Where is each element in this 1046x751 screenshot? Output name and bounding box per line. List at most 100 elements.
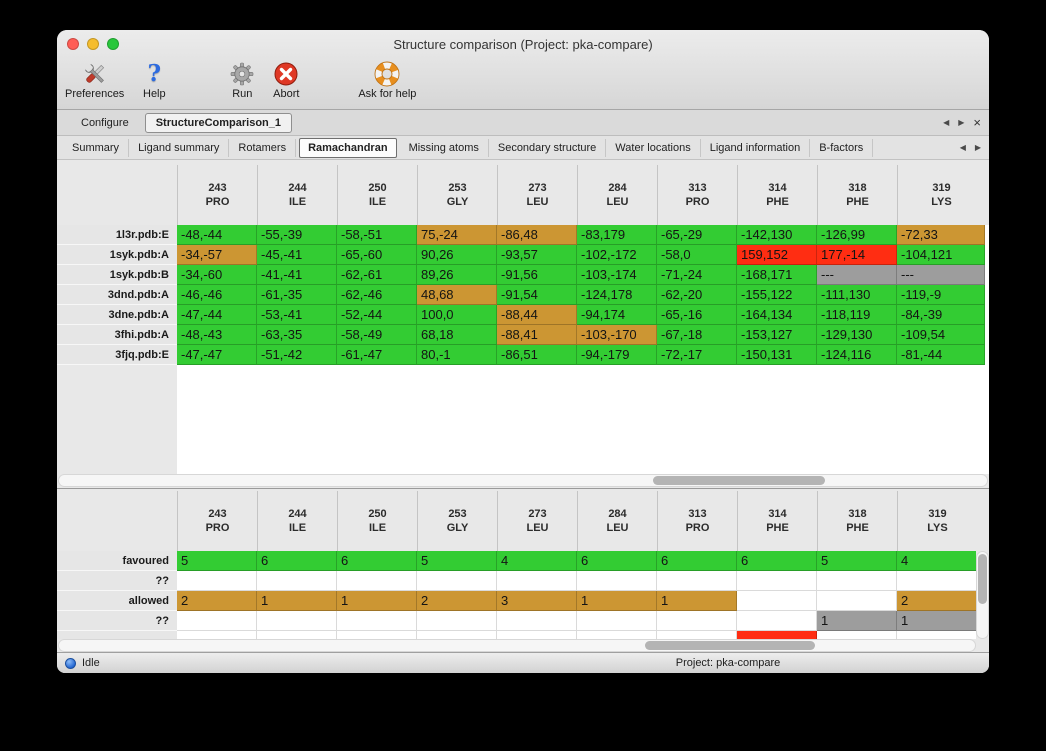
value-cell: -61,-47	[337, 345, 417, 365]
row-label: 3fjq.pdb:E	[57, 345, 177, 365]
abort-x-icon	[273, 61, 299, 87]
residue-number: 284	[608, 508, 627, 520]
row-label: ??	[57, 611, 177, 631]
close-window-button[interactable]	[67, 38, 79, 50]
ramachandran-detail-table: 243 PRO 244 ILE 250 ILE 253 GLY 273 LEU 284 LEU 313 P…	[57, 165, 989, 365]
subtab-water-locations[interactable]: Water locations	[606, 138, 701, 157]
value-cell: -93,57	[497, 245, 577, 265]
subtab-ramachandran[interactable]: Ramachandran	[299, 137, 397, 158]
subtab-scroll-left-icon[interactable]: ◀	[959, 142, 966, 152]
value-cell: -94,-179	[577, 345, 657, 365]
table-row	[57, 631, 976, 639]
value-cell: -111,130	[817, 285, 897, 305]
scrollbar-thumb[interactable]	[652, 476, 825, 485]
value-cell	[177, 571, 257, 591]
detail-horizontal-scrollbar[interactable]	[58, 474, 988, 487]
value-cell: -126,99	[817, 225, 897, 245]
value-cell: -86,51	[497, 345, 577, 365]
column-header-284: 284 LEU	[577, 491, 657, 551]
residue-name: ILE	[288, 196, 307, 208]
table-row: 3fhi.pdb:A -48,-43 -63,-35 -58,-49 68,18 -88,…	[57, 325, 989, 345]
tab-configure[interactable]: Configure	[81, 116, 129, 129]
preferences-button[interactable]: Preferences	[65, 61, 124, 100]
value-cell: -129,130	[817, 325, 897, 345]
value-cell: -119,-9	[897, 285, 985, 305]
subtab-rotamers[interactable]: Rotamers	[229, 138, 297, 157]
value-cell: -104,121	[897, 245, 985, 265]
toolbar: Preferences ? Help	[57, 58, 989, 109]
header-row: 243 PRO 244 ILE 250 ILE 253 GLY 273 LEU 284 LEU 313 P…	[57, 165, 989, 225]
value-cell	[417, 631, 497, 639]
residue-name: LYS	[927, 522, 948, 534]
value-cell: 6	[737, 551, 817, 571]
tab-scroll-right-icon[interactable]: ▶	[958, 117, 965, 127]
value-cell	[897, 571, 976, 591]
value-cell: -65,-60	[337, 245, 417, 265]
value-cell	[657, 631, 737, 639]
residue-name: GLY	[446, 522, 469, 534]
column-header-250: 250 ILE	[337, 491, 417, 551]
minimize-window-button[interactable]	[87, 38, 99, 50]
scrollbar-thumb[interactable]	[978, 554, 987, 604]
subtab-ligand-summary[interactable]: Ligand summary	[129, 138, 230, 157]
subtab-b-factors[interactable]: B-factors	[810, 138, 874, 157]
help-button[interactable]: ? Help	[134, 61, 174, 101]
app-window: Structure comparison (Project: pka-compa…	[57, 30, 989, 673]
value-cell	[577, 571, 657, 591]
table-row: ?? 1 1	[57, 611, 976, 631]
value-cell: 4	[897, 551, 976, 571]
ramachandran-content: 243 PRO 244 ILE 250 ILE 253 GLY 273 LEU 284 LEU 313 P…	[57, 160, 989, 652]
ramachandran-detail-pane: 243 PRO 244 ILE 250 ILE 253 GLY 273 LEU 284 LEU 313 P…	[57, 160, 989, 488]
subtab-missing-atoms[interactable]: Missing atoms	[400, 138, 489, 157]
value-cell	[657, 571, 737, 591]
column-header-318: 318 PHE	[817, 491, 897, 551]
tab-structurecomparison-1[interactable]: StructureComparison_1	[144, 112, 293, 133]
row-label: allowed	[57, 591, 177, 611]
ask-for-help-button[interactable]: Ask for help	[358, 61, 416, 100]
row-label	[57, 631, 177, 639]
column-header-314: 314 PHE	[737, 491, 817, 551]
row-label: 1syk.pdb:A	[57, 245, 177, 265]
value-cell	[417, 611, 497, 631]
column-header-318: 318 PHE	[817, 165, 897, 225]
scrollbar-thumb[interactable]	[645, 641, 815, 650]
summary-vertical-scrollbar[interactable]	[976, 551, 989, 639]
subtab-scroll-right-icon[interactable]: ▶	[974, 142, 981, 152]
value-cell: -61,-35	[257, 285, 337, 305]
column-header-313: 313 PRO	[657, 165, 737, 225]
subtab-summary[interactable]: Summary	[63, 138, 130, 157]
value-cell: -62,-46	[337, 285, 417, 305]
value-cell: -45,-41	[257, 245, 337, 265]
zoom-window-button[interactable]	[107, 38, 119, 50]
value-cell	[657, 611, 737, 631]
summary-horizontal-scrollbar[interactable]	[58, 639, 976, 652]
value-cell: 68,18	[417, 325, 497, 345]
row-label: ??	[57, 571, 177, 591]
run-button[interactable]: Run	[222, 61, 262, 100]
value-cell: -103,-174	[577, 265, 657, 285]
window-chrome: Structure comparison (Project: pka-compa…	[57, 30, 989, 110]
residue-number: 244	[288, 508, 307, 520]
value-cell: 5	[417, 551, 497, 571]
value-cell: 48,68	[417, 285, 497, 305]
residue-name: PRO	[205, 522, 230, 534]
gear-icon	[229, 61, 255, 87]
value-cell: -164,134	[737, 305, 817, 325]
residue-name: ILE	[368, 196, 387, 208]
column-header-284: 284 LEU	[577, 165, 657, 225]
value-cell: -65,-16	[657, 305, 737, 325]
value-cell	[337, 571, 417, 591]
tab-scroll-left-icon[interactable]: ◀	[943, 117, 950, 127]
abort-button[interactable]: Abort	[266, 61, 306, 100]
value-cell: 6	[577, 551, 657, 571]
value-cell: -55,-39	[257, 225, 337, 245]
value-cell: 6	[657, 551, 737, 571]
subtab-ligand-information[interactable]: Ligand information	[701, 138, 811, 157]
value-cell: -41,-41	[257, 265, 337, 285]
value-cell	[497, 611, 577, 631]
subtab-secondary-structure[interactable]: Secondary structure	[489, 138, 607, 157]
column-header-319: 319 LYS	[897, 165, 985, 225]
value-cell: 5	[817, 551, 897, 571]
close-tab-icon[interactable]: ×	[973, 115, 981, 130]
tool-label: Preferences	[65, 88, 125, 100]
